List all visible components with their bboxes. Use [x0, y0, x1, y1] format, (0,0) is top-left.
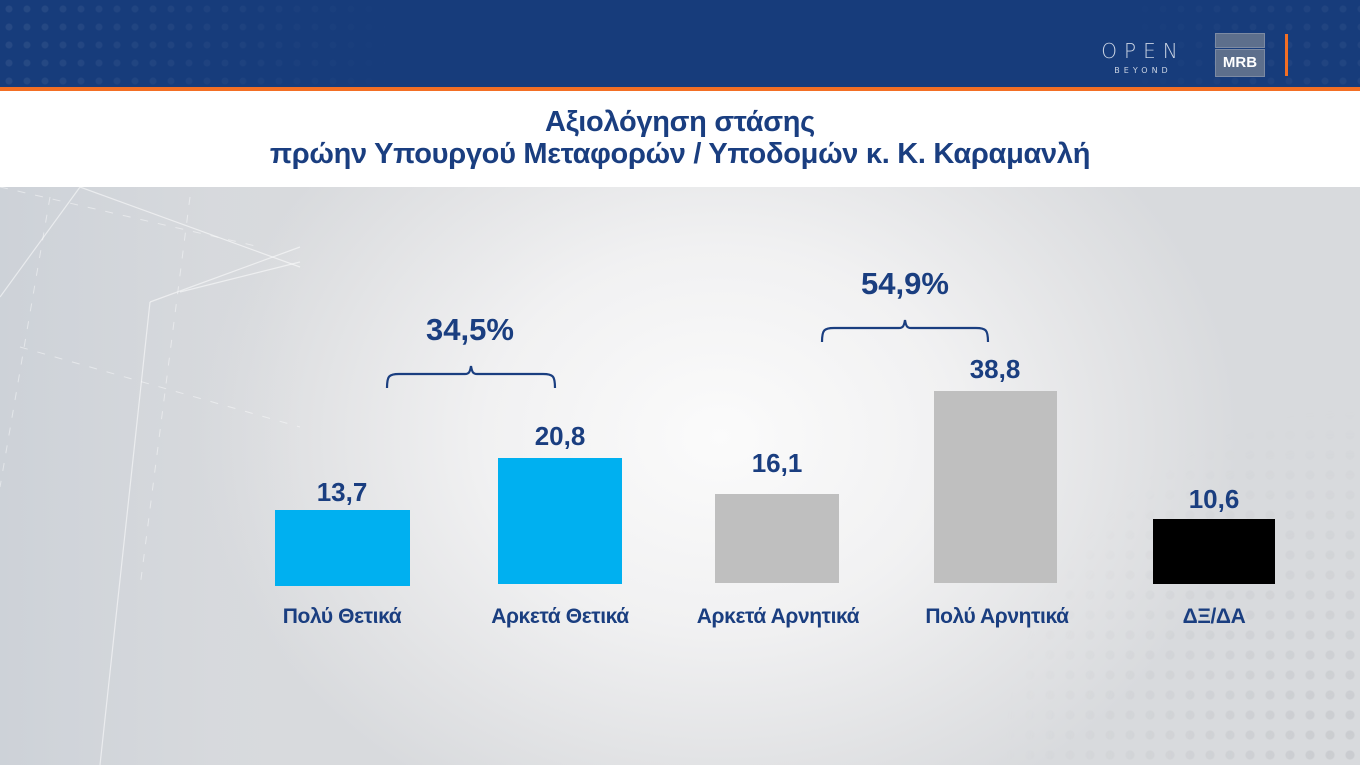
category-label-dk-na: ΔΞ/ΔΑ: [1182, 605, 1246, 628]
group-total-positive: 34,5%: [426, 312, 514, 347]
mrb-logo: MRB: [1215, 33, 1265, 77]
value-label-arketa-thetika: 20,8: [534, 421, 586, 451]
open-logo-sub: BEYOND: [1114, 66, 1172, 75]
category-label-arketa-thetika: Αρκετά Θετικά: [491, 605, 629, 628]
bar-arketa-thetika: [498, 458, 622, 584]
open-beyond-logo: OPEN BEYOND: [1095, 40, 1191, 80]
bar-dk-na: [1153, 519, 1275, 584]
background-geometric-lines: [0, 187, 301, 765]
bar-arketa-arnitika: [715, 494, 839, 583]
group-total-negative: 54,9%: [861, 266, 949, 301]
bar-poly-arnitika: [934, 391, 1057, 583]
brace-negative-icon: [820, 319, 990, 343]
chart-title: Αξιολόγηση στάσης πρώην Υπουργού Μεταφορ…: [0, 91, 1360, 187]
header-accent-rule: [0, 87, 1360, 91]
category-label-poly-thetika: Πολύ Θετικά: [282, 605, 402, 628]
value-label-dk-na: 10,6: [1188, 484, 1240, 514]
mrb-logo-top-block: [1215, 33, 1265, 48]
background-dot-pattern: [1000, 405, 1360, 765]
chart-title-line2: πρώην Υπουργού Μεταφορών / Υποδομών κ. Κ…: [269, 138, 1091, 170]
bar-poly-thetika: [275, 510, 410, 586]
header-band: [0, 0, 1360, 88]
value-label-poly-arnitika: 38,8: [969, 354, 1021, 384]
value-label-poly-thetika: 13,7: [316, 477, 368, 507]
mrb-logo-text: MRB: [1215, 49, 1265, 77]
chart-title-line1: Αξιολόγηση στάσης: [545, 106, 815, 138]
brace-positive-icon: [385, 365, 557, 389]
logo-divider: [1285, 34, 1288, 76]
value-label-arketa-arnitika: 16,1: [751, 448, 803, 478]
category-label-arketa-arnitika: Αρκετά Αρνητικά: [696, 605, 860, 628]
header-dot-pattern: [0, 0, 420, 88]
open-logo-word: OPEN: [1101, 39, 1185, 63]
category-label-poly-arnitika: Πολύ Αρνητικά: [925, 605, 1069, 628]
chart-background: [0, 187, 1360, 765]
background-left-shade: [0, 187, 300, 765]
